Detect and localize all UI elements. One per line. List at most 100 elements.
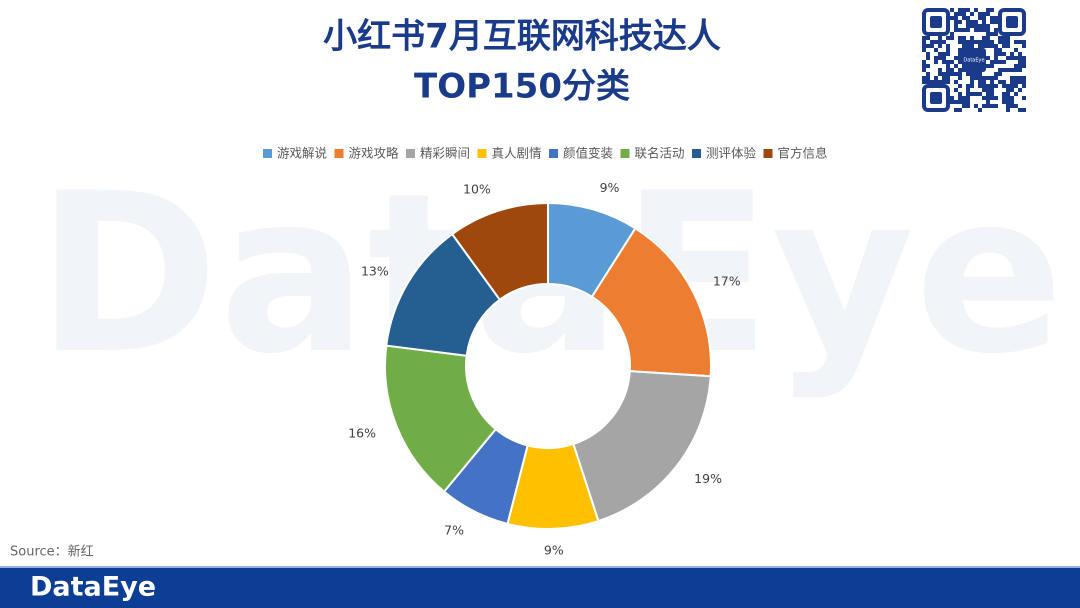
qr-cell [942, 76, 946, 80]
qr-cell [978, 44, 982, 48]
qr-cell [1022, 40, 1026, 44]
qr-cell [966, 92, 970, 96]
qr-cell [926, 52, 930, 56]
qr-cell [954, 24, 958, 28]
qr-cell [966, 44, 970, 48]
donut-slice [450, 201, 549, 302]
qr-cell [994, 20, 998, 24]
qr-cell [978, 76, 982, 80]
qr-cell [1014, 92, 1018, 96]
legend-swatch [692, 149, 701, 158]
qr-cell [922, 44, 926, 48]
qr-cell [1018, 88, 1022, 92]
qr-cell [958, 36, 962, 40]
qr-cell [970, 44, 974, 48]
qr-cell [974, 28, 978, 32]
qr-cell [966, 40, 970, 44]
qr-cell [962, 12, 966, 16]
qr-cell [1018, 52, 1022, 56]
qr-cell [1022, 60, 1026, 64]
qr-cell [998, 60, 1002, 64]
qr-cell [942, 52, 946, 56]
qr-cell [954, 108, 958, 112]
qr-cell [1022, 96, 1026, 100]
qr-cell [1006, 56, 1010, 60]
qr-cell [998, 52, 1002, 56]
qr-cell [954, 80, 958, 84]
qr-cell [986, 8, 990, 12]
qr-cell [1010, 100, 1014, 104]
qr-cell [994, 60, 998, 64]
qr-cell [950, 96, 954, 100]
qr-cell [938, 68, 942, 72]
qr-cell [978, 40, 982, 44]
qr-cell [974, 40, 978, 44]
qr-cell [922, 64, 926, 68]
qr-cell [986, 28, 990, 32]
qr-cell [970, 72, 974, 76]
qr-cell [958, 12, 962, 16]
qr-cell [922, 36, 926, 40]
qr-cell [982, 84, 986, 88]
qr-cell [974, 76, 978, 80]
qr-cell [990, 40, 994, 44]
qr-cell [946, 60, 950, 64]
legend-swatch [763, 149, 773, 158]
qr-cell [926, 76, 930, 80]
qr-cell [1002, 36, 1006, 40]
qr-cell [922, 40, 926, 44]
qr-cell [966, 96, 970, 100]
qr-cell [1014, 40, 1018, 44]
qr-cell [986, 44, 990, 48]
qr-cell [998, 72, 1002, 76]
qr-cell [970, 40, 974, 44]
qr-cell [1010, 68, 1014, 72]
qr-cell [1002, 52, 1006, 56]
legend-label: 游戏解说 [277, 146, 327, 161]
qr-cell [982, 24, 986, 28]
qr-cell [950, 100, 954, 104]
qr-cell [954, 88, 958, 92]
qr-cell [1018, 60, 1022, 64]
qr-cell [974, 92, 978, 96]
legend-label: 精彩瞬间 [420, 146, 470, 161]
qr-cell [966, 88, 970, 92]
qr-cell [1022, 76, 1026, 80]
legend-swatch [620, 149, 630, 158]
qr-cell [990, 16, 994, 20]
qr-cell [966, 28, 970, 32]
legend-label: 真人剧情 [492, 146, 542, 161]
data-label: 7% [444, 522, 464, 537]
qr-cell [994, 32, 998, 36]
legend-swatch [263, 149, 272, 158]
qr-cell [950, 68, 954, 72]
donut-slice [590, 226, 712, 378]
qr-cell [982, 96, 986, 100]
qr-cell [970, 80, 974, 84]
qr-cell [922, 76, 926, 80]
qr-cell [966, 100, 970, 104]
qr-cell [946, 76, 950, 80]
qr-cell [934, 56, 938, 60]
qr-cell [1006, 40, 1010, 44]
qr-cell [966, 72, 970, 76]
data-label: 19% [694, 471, 722, 486]
qr-cell [934, 48, 938, 52]
qr-cell [946, 44, 950, 48]
qr-cell [998, 36, 1002, 40]
qr-cell [962, 100, 966, 104]
qr-cell [1002, 40, 1006, 44]
qr-cell [966, 24, 970, 28]
qr-cell [990, 80, 994, 84]
qr-cell [1014, 104, 1018, 108]
qr-cell [990, 64, 994, 68]
qr-cell [950, 60, 954, 64]
qr-cell [942, 56, 946, 60]
qr-cell [950, 72, 954, 76]
qr-cell [958, 108, 962, 112]
qr-cell [958, 84, 962, 88]
qr-cell [1014, 76, 1018, 80]
qr-cell [954, 16, 958, 20]
qr-cell [942, 72, 946, 76]
qr-cell [998, 80, 1002, 84]
